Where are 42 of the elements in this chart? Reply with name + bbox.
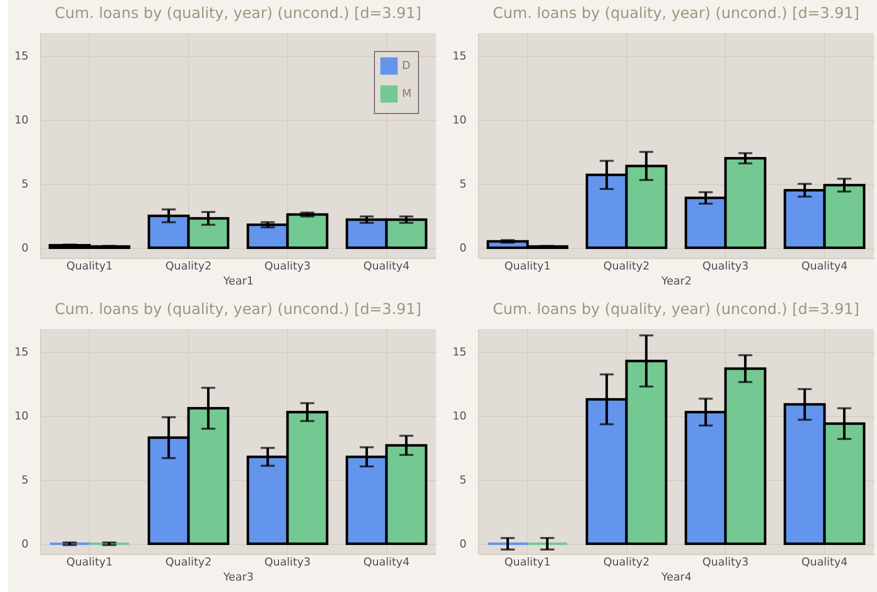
x-tick-label: Quality2 — [165, 556, 212, 568]
y-tick-label: 0 — [460, 537, 466, 550]
chart-title: Cum. loans by (quality, year) (uncond.) [d=3.91] — [54, 4, 422, 22]
x-axis-title: Year1 — [222, 274, 254, 288]
x-tick-label: Quality3 — [702, 556, 749, 568]
y-tick-label: 0 — [22, 241, 28, 254]
x-tick-label: Quality3 — [702, 260, 749, 272]
x-tick-label: Quality3 — [264, 556, 311, 568]
y-tick-label: 5 — [460, 473, 466, 486]
y-tick-label: 0 — [22, 537, 28, 550]
x-tick-label: Quality4 — [801, 556, 848, 568]
x-tick-label: Quality2 — [603, 556, 650, 568]
y-tick-label: 10 — [14, 113, 28, 126]
x-tick-label: Quality1 — [504, 260, 551, 272]
chart-title: Cum. loans by (quality, year) (uncond.) [d=3.91] — [492, 4, 860, 22]
x-tick-label: Quality4 — [363, 556, 410, 568]
y-tick-label: 5 — [22, 473, 28, 486]
y-tick-label: 5 — [22, 177, 28, 190]
y-tick-label: 0 — [460, 241, 466, 254]
y-tick-label: 15 — [14, 50, 28, 63]
chart-title: Cum. loans by (quality, year) (uncond.) [d=3.91] — [54, 300, 422, 318]
x-tick-label: Quality3 — [264, 260, 311, 272]
x-axis-title: Year4 — [660, 570, 692, 584]
y-tick-label: 10 — [452, 113, 466, 126]
chart-title: Cum. loans by (quality, year) (uncond.) [d=3.91] — [492, 300, 860, 318]
legend-label: D — [402, 59, 410, 72]
x-tick-label: Quality2 — [603, 260, 650, 272]
y-tick-label: 10 — [452, 409, 466, 422]
x-axis-title: Year3 — [222, 570, 254, 584]
x-tick-label: Quality1 — [504, 556, 551, 568]
y-tick-label: 10 — [14, 409, 28, 422]
x-tick-label: Quality1 — [66, 556, 113, 568]
x-tick-label: Quality4 — [363, 260, 410, 272]
x-axis-title: Year2 — [660, 274, 692, 288]
legend-label: M — [402, 87, 412, 100]
x-tick-label: Quality4 — [801, 260, 848, 272]
x-tick-label: Quality2 — [165, 260, 212, 272]
y-tick-label: 5 — [460, 177, 466, 190]
y-tick-label: 15 — [452, 346, 466, 359]
x-tick-label: Quality1 — [66, 260, 113, 272]
y-tick-label: 15 — [14, 346, 28, 359]
y-tick-label: 15 — [452, 50, 466, 63]
